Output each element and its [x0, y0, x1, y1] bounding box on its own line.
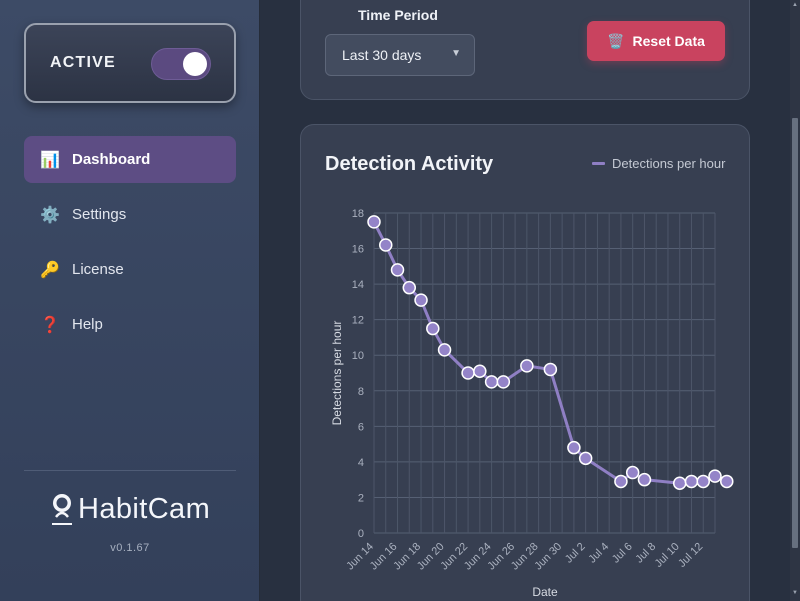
sidebar: ACTIVE 📊 Dashboard ⚙️ Settings 🔑 License… — [0, 0, 260, 601]
scrollbar[interactable]: ▲ ▼ — [790, 0, 800, 601]
data-point — [625, 465, 640, 480]
data-point — [696, 474, 710, 489]
chart-card: Detection Activity Detections per hour 0… — [300, 124, 750, 601]
sidebar-item-settings[interactable]: ⚙️ Settings — [24, 191, 236, 238]
y-axis-title: Detections per hour — [330, 321, 344, 426]
data-point — [543, 362, 558, 377]
sidebar-item-dashboard[interactable]: 📊 Dashboard — [24, 136, 236, 183]
y-tick-label: 4 — [358, 457, 364, 469]
app-version: v0.1.67 — [110, 542, 150, 554]
active-toggle[interactable] — [151, 48, 211, 80]
data-point — [672, 476, 687, 490]
brand-name: HabitCam — [78, 492, 211, 525]
x-tick-label: Jul 12 — [676, 541, 705, 570]
chart-legend: Detections per hour — [592, 156, 725, 171]
controls-card: Time Period Last 30 days ▼ 🗑️ Reset Data — [300, 0, 750, 100]
data-point — [637, 472, 652, 487]
sidebar-item-help[interactable]: ❓ Help — [24, 301, 236, 348]
data-point — [520, 359, 534, 373]
gear-icon: ⚙️ — [40, 206, 60, 224]
x-tick-label: Jul 10 — [653, 541, 682, 570]
x-tick-label: Jul 4 — [586, 541, 611, 566]
scroll-up-icon[interactable]: ▲ — [792, 2, 798, 8]
data-point — [379, 238, 393, 252]
y-tick-label: 6 — [358, 421, 364, 433]
sidebar-nav: 📊 Dashboard ⚙️ Settings 🔑 License ❓ Help — [24, 136, 236, 356]
data-point — [708, 469, 722, 483]
y-tick-label: 12 — [352, 315, 364, 327]
bar-chart-icon: 📊 — [40, 151, 60, 169]
toggle-knob[interactable] — [183, 52, 207, 76]
data-point — [426, 321, 440, 336]
y-tick-label: 10 — [352, 350, 364, 362]
trash-icon: 🗑️ — [607, 32, 625, 49]
main-content: Time Period Last 30 days ▼ 🗑️ Reset Data… — [260, 0, 790, 601]
y-tick-label: 18 — [352, 208, 364, 220]
y-tick-label: 14 — [352, 279, 364, 291]
time-period-select[interactable]: Last 30 days ▼ — [325, 34, 475, 76]
sidebar-item-license[interactable]: 🔑 License — [24, 246, 236, 293]
data-point — [578, 451, 593, 466]
data-point — [720, 474, 734, 489]
sidebar-item-label: Settings — [72, 206, 127, 223]
data-point — [390, 263, 405, 277]
time-period-label: Time Period — [358, 7, 438, 23]
data-point — [461, 366, 475, 380]
sidebar-item-label: Help — [72, 316, 103, 333]
sidebar-divider — [24, 470, 236, 471]
chart-title: Detection Activity — [325, 153, 494, 175]
legend-label: Detections per hour — [612, 156, 726, 171]
data-point — [684, 474, 699, 489]
x-axis-title: Date — [532, 585, 558, 599]
data-point — [567, 440, 581, 455]
data-point — [496, 375, 511, 389]
status-card: ACTIVE — [24, 23, 236, 103]
chevron-down-icon: ▼ — [451, 48, 461, 59]
data-point — [367, 215, 381, 229]
data-point — [473, 364, 487, 378]
y-tick-label: 16 — [352, 244, 364, 256]
scroll-thumb[interactable] — [792, 118, 798, 548]
status-label: ACTIVE — [50, 54, 116, 71]
data-point — [614, 474, 628, 489]
time-period-value: Last 30 days — [342, 47, 422, 63]
x-tick-label: Jul 6 — [610, 541, 635, 566]
data-point — [414, 293, 428, 307]
brand-logo: HabitCam — [50, 492, 210, 526]
scroll-down-icon[interactable]: ▼ — [792, 590, 798, 596]
sidebar-item-label: Dashboard — [72, 151, 151, 168]
data-point — [484, 375, 499, 389]
x-tick-label: Jun 30 — [532, 541, 564, 573]
y-tick-label: 2 — [358, 492, 364, 504]
camera-pin-icon — [52, 494, 72, 525]
data-point — [402, 280, 417, 295]
x-tick-label: Jul 2 — [563, 541, 588, 566]
key-icon: 🔑 — [40, 261, 60, 279]
reset-data-label: Reset Data — [632, 33, 705, 49]
question-icon: ❓ — [40, 316, 60, 334]
sidebar-item-label: License — [72, 261, 124, 278]
data-point — [437, 343, 452, 357]
y-tick-label: 0 — [358, 528, 364, 540]
reset-data-button[interactable]: 🗑️ Reset Data — [587, 21, 725, 61]
y-tick-label: 8 — [358, 386, 364, 398]
legend-swatch — [592, 162, 605, 165]
